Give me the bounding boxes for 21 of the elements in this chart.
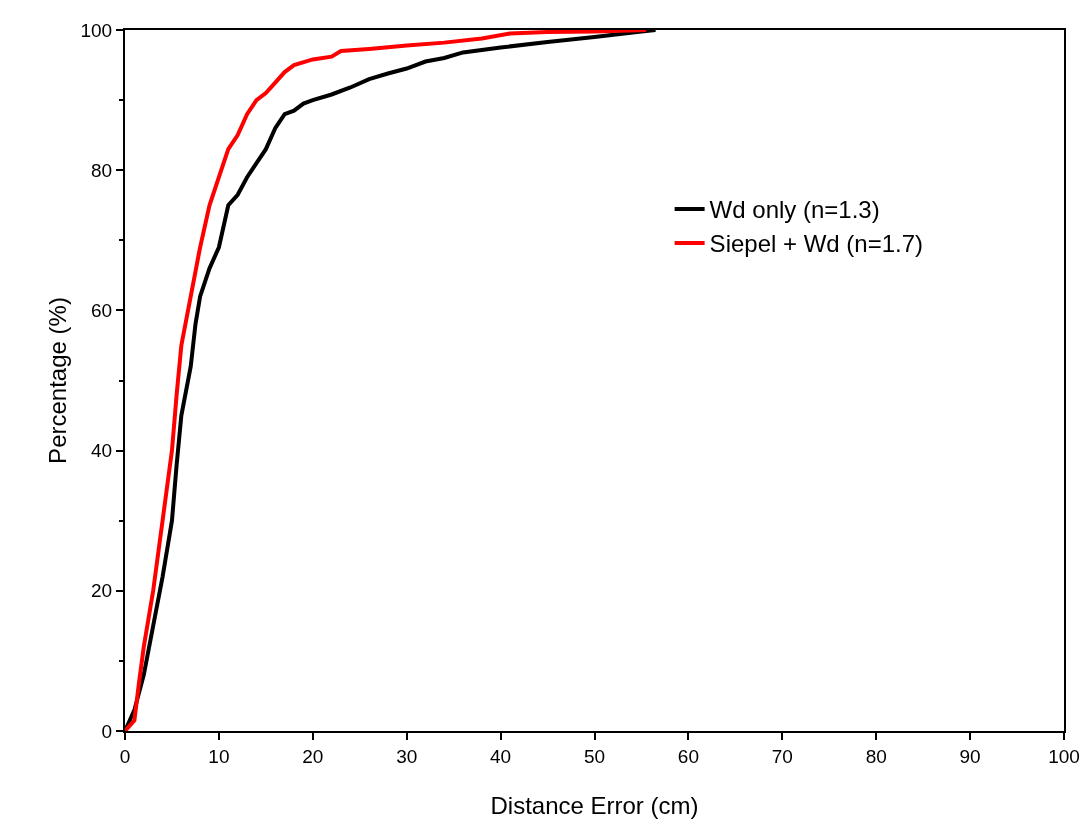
y-tick-label: 100 bbox=[80, 19, 113, 41]
y-tick-label: 80 bbox=[91, 159, 113, 181]
x-tick-label: 90 bbox=[959, 745, 981, 767]
y-tick-label: 60 bbox=[91, 300, 113, 322]
y-tick-label: 20 bbox=[91, 580, 113, 602]
x-tick-label: 0 bbox=[119, 745, 131, 767]
x-tick-label: 10 bbox=[208, 745, 230, 767]
x-tick-label: 100 bbox=[1048, 745, 1080, 767]
y-tick-label: 40 bbox=[91, 440, 113, 462]
x-tick-label: 40 bbox=[490, 745, 512, 767]
x-tick-label: 70 bbox=[771, 745, 793, 767]
y-tick-label: 0 bbox=[101, 720, 113, 742]
legend-label: Wd only (n=1.3) bbox=[709, 196, 880, 224]
x-tick-label: 50 bbox=[583, 745, 606, 767]
legend-label: Siepel + Wd (n=1.7) bbox=[709, 230, 924, 258]
x-axis-title: Distance Error (cm) bbox=[490, 792, 699, 819]
x-tick-label: 30 bbox=[396, 745, 418, 767]
y-axis-title: Percentage (%) bbox=[44, 297, 71, 464]
x-tick-label: 80 bbox=[865, 745, 887, 767]
x-tick-label: 60 bbox=[677, 745, 699, 767]
x-tick-label: 20 bbox=[302, 745, 324, 767]
